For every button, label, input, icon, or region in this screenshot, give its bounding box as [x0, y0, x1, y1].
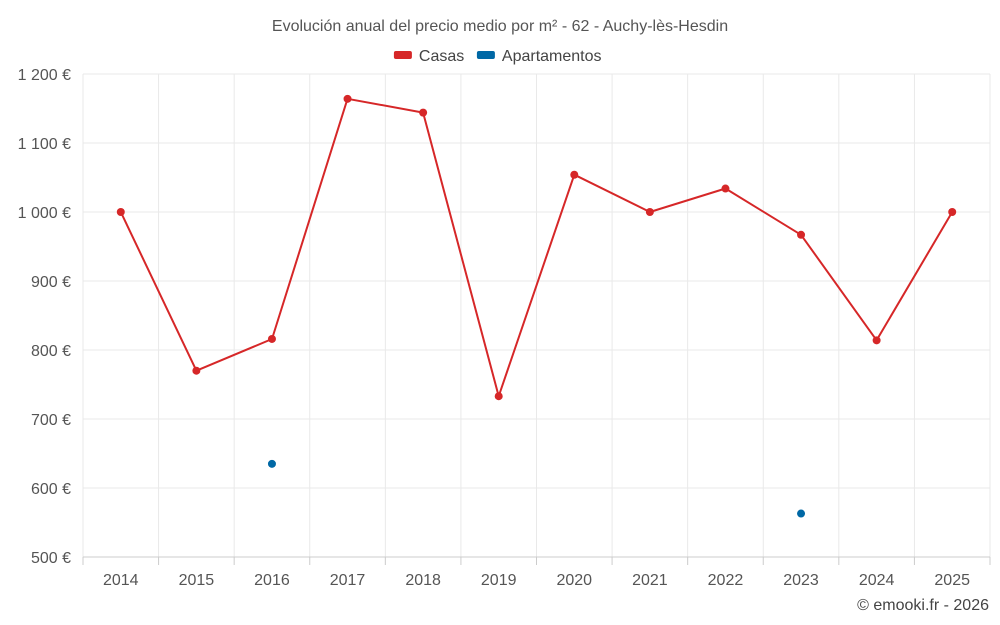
y-tick-label: 1 200 €: [18, 67, 71, 84]
data-point[interactable]: [872, 336, 881, 345]
x-tick-label: 2019: [481, 572, 517, 589]
y-tick-label: 1 000 €: [18, 205, 71, 222]
series-apartamentos: [267, 459, 806, 518]
y-tick-label: 800 €: [31, 343, 71, 360]
data-point[interactable]: [343, 94, 352, 103]
credit-text: © emooki.fr - 2026: [857, 597, 989, 614]
x-tick-label: 2017: [330, 572, 366, 589]
data-point[interactable]: [570, 170, 579, 179]
series-line: [119, 97, 954, 398]
data-point[interactable]: [267, 459, 276, 468]
x-tick-label: 2022: [708, 572, 744, 589]
legend-item[interactable]: Casas: [393, 48, 464, 65]
data-point[interactable]: [494, 392, 503, 401]
y-tick-label: 900 €: [31, 274, 71, 291]
legend: Casas Apartamentos: [393, 48, 602, 65]
data-point[interactable]: [948, 208, 957, 216]
data-point[interactable]: [267, 334, 276, 343]
x-tick-label: 2015: [179, 572, 215, 589]
y-tick-label: 700 €: [31, 412, 71, 429]
grid: [82, 73, 991, 557]
y-tick-label: 1 100 €: [18, 136, 71, 153]
legend-item[interactable]: Apartamentos: [476, 48, 602, 65]
data-point[interactable]: [797, 509, 806, 518]
x-tick-label: 2018: [405, 572, 441, 589]
series-casas: [116, 94, 957, 401]
legend-label: Casas: [419, 48, 464, 65]
data-point[interactable]: [192, 366, 201, 375]
y-tick-label: 600 €: [31, 481, 71, 498]
x-tick-label: 2020: [556, 572, 592, 589]
legend-label: Apartamentos: [502, 48, 602, 65]
series-layer: [116, 94, 957, 518]
x-tick-label: 2021: [632, 572, 668, 589]
legend-swatch: [393, 51, 412, 59]
legend-swatch: [476, 51, 495, 59]
chart-title: Evolución anual del precio medio por m² …: [272, 18, 728, 35]
x-tick-label: 2016: [254, 572, 290, 589]
x-tick-label: 2024: [859, 572, 895, 589]
data-point[interactable]: [419, 108, 428, 117]
data-point[interactable]: [797, 230, 806, 239]
data-point[interactable]: [645, 208, 654, 216]
axes: 500 € 600 € 700 € 800 € 900 € 1 000 € 1 100 € 1…: [18, 67, 991, 589]
data-point[interactable]: [721, 184, 730, 193]
x-tick-label: 2025: [934, 572, 970, 589]
data-point[interactable]: [116, 208, 125, 216]
x-tick-label: 2023: [783, 572, 819, 589]
y-tick-label: 500 €: [31, 550, 71, 567]
x-tick-label: 2014: [103, 572, 139, 589]
